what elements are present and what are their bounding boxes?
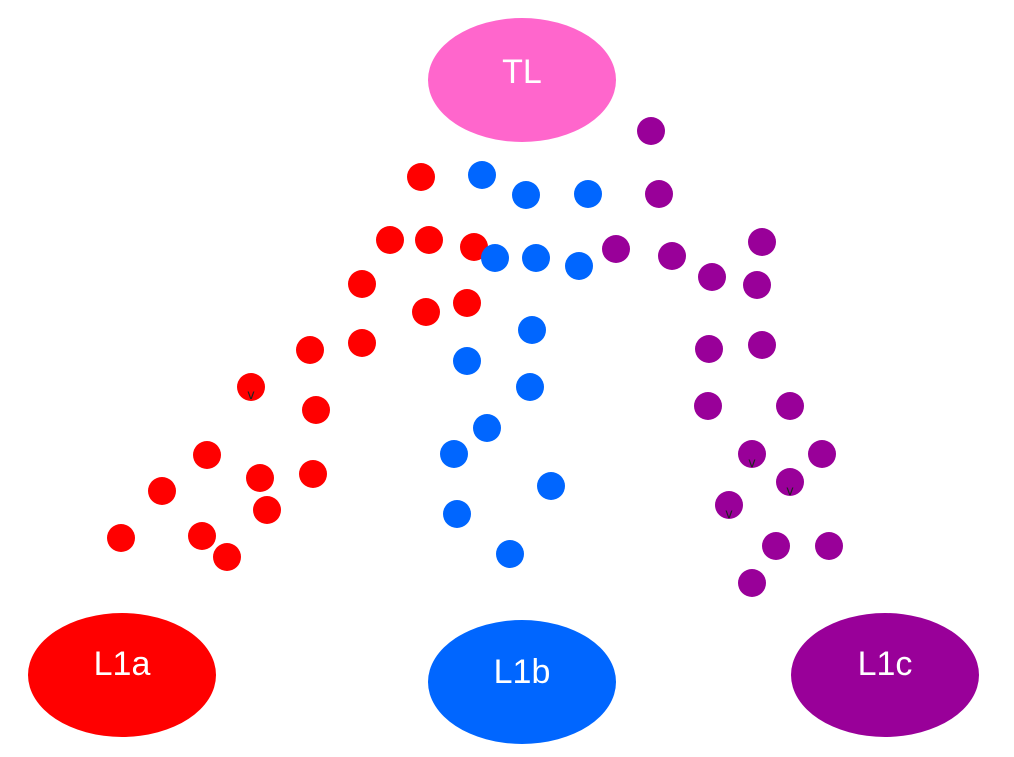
node-l1c: L1c (791, 613, 979, 737)
node-l1b-label: L1b (494, 653, 551, 691)
dot-l1b-5 (522, 244, 550, 272)
node-l1a-label: L1a (94, 645, 151, 683)
dot-l1c-14 (776, 468, 804, 496)
dot-l1a-11 (302, 396, 330, 424)
dot-l1b-1 (468, 161, 496, 189)
dot-l1c-13 (808, 440, 836, 468)
dot-l1b-13 (443, 500, 471, 528)
node-l1c-ellipse (791, 613, 979, 737)
dot-l1a-1 (407, 163, 435, 191)
node-l1b-ellipse (428, 620, 616, 744)
dot-mark-4: v (725, 507, 733, 522)
dot-l1a-19 (213, 543, 241, 571)
dot-l1b-9 (516, 373, 544, 401)
dot-l1c-8 (695, 335, 723, 363)
dot-l1b-7 (518, 316, 546, 344)
dot-l1c-16 (762, 532, 790, 560)
dot-l1a-13 (246, 464, 274, 492)
dot-l1b-14 (496, 540, 524, 568)
dot-l1c-5 (748, 228, 776, 256)
dot-l1b-10 (473, 414, 501, 442)
dot-l1a-5 (348, 270, 376, 298)
dot-l1a-7 (453, 289, 481, 317)
dot-l1a-18 (188, 522, 216, 550)
dots-l1b-path (440, 161, 602, 568)
dot-l1a-15 (148, 477, 176, 505)
dot-l1c-10 (694, 392, 722, 420)
dot-l1c-7 (743, 271, 771, 299)
dot-l1a-17 (107, 524, 135, 552)
dots-l1a-path (107, 163, 488, 571)
node-tl-ellipse (428, 18, 616, 142)
dot-l1b-11 (440, 440, 468, 468)
dot-l1a-9 (348, 329, 376, 357)
dot-l1c-17 (815, 532, 843, 560)
dot-l1b-12 (537, 472, 565, 500)
node-l1a: L1a (28, 613, 216, 737)
dot-l1c-6 (698, 263, 726, 291)
node-l1c-label: L1c (858, 645, 913, 683)
node-tl-label: TL (502, 53, 542, 91)
dot-l1b-3 (574, 180, 602, 208)
dot-l1c-9 (748, 331, 776, 359)
dot-l1c-1 (637, 117, 665, 145)
dot-l1c-2 (645, 180, 673, 208)
dot-l1a-10 (237, 373, 265, 401)
dot-l1c-12 (738, 440, 766, 468)
dot-l1c-11 (776, 392, 804, 420)
dot-l1a-4 (460, 233, 488, 261)
dot-l1a-8 (296, 336, 324, 364)
dot-l1a-12 (193, 441, 221, 469)
dot-mark-3: v (786, 484, 794, 499)
dot-marks: v v v v (247, 388, 794, 522)
dot-l1c-15 (715, 491, 743, 519)
dot-l1a-16 (253, 496, 281, 524)
node-tl: TL (428, 18, 616, 142)
dot-mark-1: v (247, 388, 255, 403)
dot-l1c-3 (602, 235, 630, 263)
node-l1b: L1b (428, 620, 616, 744)
dot-mark-2: v (748, 456, 756, 471)
dot-l1a-3 (415, 226, 443, 254)
dots-l1c-path (602, 117, 843, 597)
dot-l1a-6 (412, 298, 440, 326)
dot-l1c-4 (658, 242, 686, 270)
dot-l1a-2 (376, 226, 404, 254)
dot-l1c-18 (738, 569, 766, 597)
node-l1a-ellipse (28, 613, 216, 737)
dot-l1b-6 (565, 252, 593, 280)
dot-l1b-4 (481, 244, 509, 272)
dot-l1a-14 (299, 460, 327, 488)
dot-l1b-2 (512, 181, 540, 209)
dot-l1b-8 (453, 347, 481, 375)
